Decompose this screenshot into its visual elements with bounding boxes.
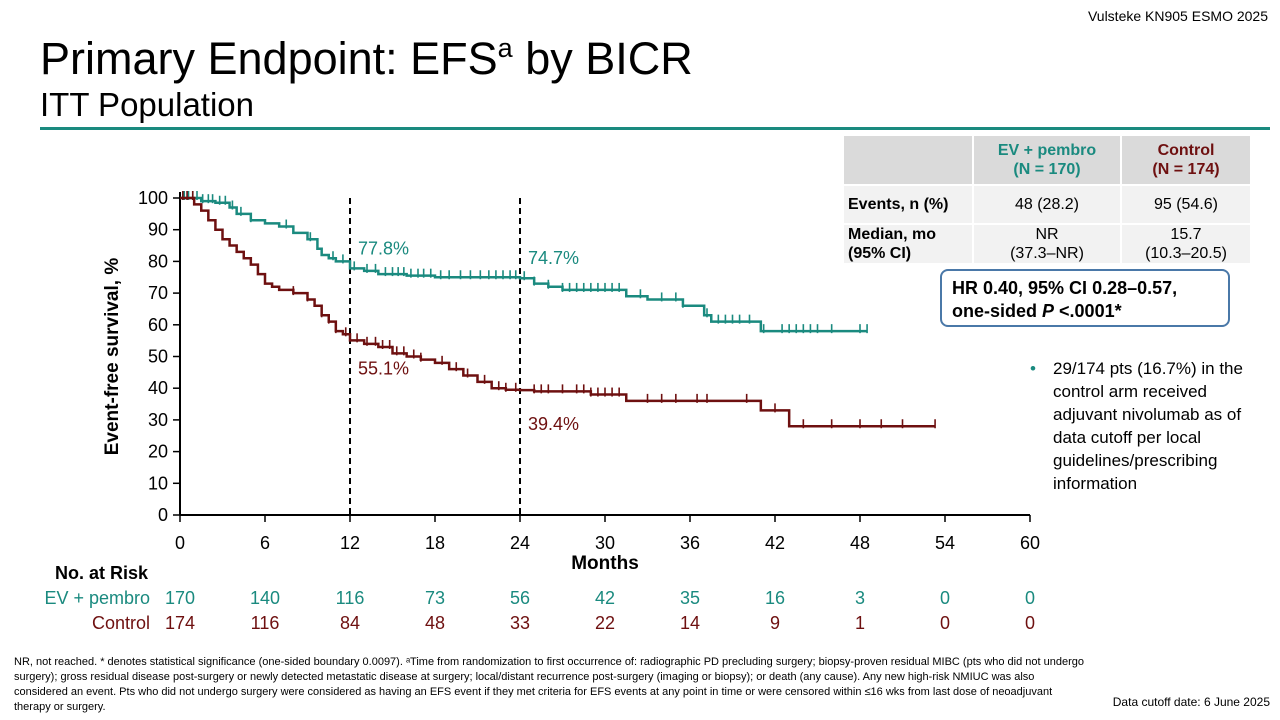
results-header-row: EV + pembro (N = 170) Control (N = 174)	[842, 134, 1252, 186]
risk-value: 84	[340, 613, 360, 633]
risk-table-title: No. at Risk	[55, 563, 149, 583]
row-label: Median, mo (95% CI)	[842, 223, 974, 265]
risk-value: 0	[940, 613, 950, 633]
risk-value: 0	[1025, 588, 1035, 608]
ctl-col-line2: (N = 174)	[1152, 161, 1220, 178]
results-row-events: Events, n (%) 48 (28.2) 95 (54.6)	[842, 184, 1252, 225]
results-header-control: Control (N = 174)	[1120, 134, 1252, 186]
events-ev: 48 (28.2)	[972, 184, 1122, 225]
results-table: EV + pembro (N = 170) Control (N = 174) Ev…	[842, 134, 1252, 265]
x-tick-label: 36	[680, 533, 700, 553]
page-title: Primary Endpoint: EFSa by BICR	[40, 34, 693, 84]
x-tick-label: 24	[510, 533, 530, 553]
risk-value: 22	[595, 613, 615, 633]
x-tick-label: 0	[175, 533, 185, 553]
risk-value: 48	[425, 613, 445, 633]
hr-line1: HR 0.40, 95% CI 0.28–0.57,	[952, 278, 1178, 298]
median-ev-line2: (37.3–NR)	[1010, 245, 1084, 262]
km-curve-ev-pembro	[180, 196, 868, 333]
risk-value: 1	[855, 613, 865, 633]
risk-row-label: EV + pembro	[44, 588, 150, 608]
citation: Vulsteke KN905 ESMO 2025	[1087, 8, 1268, 24]
risk-value: 33	[510, 613, 530, 633]
risk-value: 14	[680, 613, 700, 633]
risk-value: 0	[940, 588, 950, 608]
y-tick-label: 60	[148, 315, 168, 335]
page-subtitle: ITT Population	[40, 86, 255, 123]
risk-value: 116	[336, 588, 365, 608]
x-tick-label: 48	[850, 533, 870, 553]
landmark-label: 77.8%	[358, 238, 409, 258]
median-ctl-line2: (10.3–20.5)	[1145, 245, 1227, 262]
x-tick-label: 6	[260, 533, 270, 553]
median-ev: NR (37.3–NR)	[972, 223, 1122, 265]
risk-value: 16	[765, 588, 785, 608]
y-tick-label: 40	[148, 378, 168, 398]
risk-value: 140	[250, 588, 280, 608]
bullet-icon: •	[1030, 359, 1036, 378]
results-header-blank	[842, 134, 974, 186]
risk-value: 0	[1025, 613, 1035, 633]
risk-value: 73	[425, 588, 445, 608]
nivolumab-note: • 29/174 pts (16.7%) in the control arm …	[1030, 357, 1270, 495]
y-tick-label: 100	[138, 188, 168, 208]
title-rest: by BICR	[512, 33, 693, 84]
median-label-line1: Median, mo	[848, 226, 937, 243]
title-superscript: a	[497, 33, 513, 63]
km-chart: 0 6 12 18 24 30 36 42 48 54 6001020304050607080901…	[44, 188, 1040, 633]
x-axis-label: Months	[571, 553, 639, 574]
row-label: Events, n (%)	[842, 184, 974, 225]
median-ctl-line1: 15.7	[1170, 226, 1202, 243]
risk-row-label: Control	[92, 613, 150, 633]
x-tick-label: 54	[935, 533, 955, 553]
y-tick-label: 70	[148, 283, 168, 303]
title-main: Primary Endpoint: EFS	[40, 33, 498, 84]
note-text: 29/174 pts (16.7%) in the control arm re…	[1053, 359, 1243, 493]
risk-value: 174	[165, 613, 195, 633]
y-tick-label: 80	[148, 251, 168, 271]
risk-value: 9	[770, 613, 780, 633]
y-tick-label: 20	[148, 442, 168, 462]
ev-col-line1: EV + pembro	[997, 142, 1097, 159]
x-tick-label: 42	[765, 533, 785, 553]
landmark-label: 55.1%	[358, 358, 409, 378]
y-tick-label: 50	[148, 347, 168, 367]
y-axis-label: Event-free survival, %	[102, 258, 123, 456]
x-tick-label: 18	[425, 533, 445, 553]
landmark-label: 39.4%	[528, 414, 579, 434]
ctl-col-line1: Control	[1157, 142, 1215, 159]
x-tick-label: 12	[340, 533, 360, 553]
results-header-ev: EV + pembro (N = 170)	[972, 134, 1122, 186]
y-tick-label: 90	[148, 220, 168, 240]
x-tick-label: 30	[595, 533, 615, 553]
risk-value: 56	[510, 588, 530, 608]
ev-col-line2: (N = 170)	[1013, 161, 1081, 178]
hazard-ratio-box: HR 0.40, 95% CI 0.28–0.57, one-sided P <…	[940, 269, 1230, 327]
x-tick-label: 60	[1020, 533, 1040, 553]
landmark-label: 74.7%	[528, 248, 579, 268]
median-label-line2: (95% CI)	[848, 245, 912, 262]
y-tick-label: 30	[148, 410, 168, 430]
hr-p-symbol: P	[1042, 301, 1055, 321]
footnote: NR, not reached. * denotes statistical s…	[14, 656, 1085, 713]
median-control: 15.7 (10.3–20.5)	[1120, 223, 1252, 265]
y-tick-label: 0	[158, 505, 168, 525]
risk-value: 116	[251, 613, 280, 633]
risk-value: 3	[855, 588, 865, 608]
events-control: 95 (54.6)	[1120, 184, 1252, 225]
y-tick-label: 10	[148, 473, 168, 493]
risk-value: 42	[595, 588, 615, 608]
risk-value: 35	[680, 588, 700, 608]
results-row-median: Median, mo (95% CI) NR (37.3–NR) 15.7 (10.3…	[842, 223, 1252, 265]
data-cutoff: Data cutoff date: 6 June 2025	[1112, 695, 1270, 709]
hr-line2-post: <.0001*	[1054, 301, 1122, 321]
hr-line2-pre: one-sided	[952, 301, 1043, 321]
risk-value: 170	[165, 588, 195, 608]
title-divider	[40, 127, 1270, 130]
median-ev-line1: NR	[1035, 226, 1059, 243]
